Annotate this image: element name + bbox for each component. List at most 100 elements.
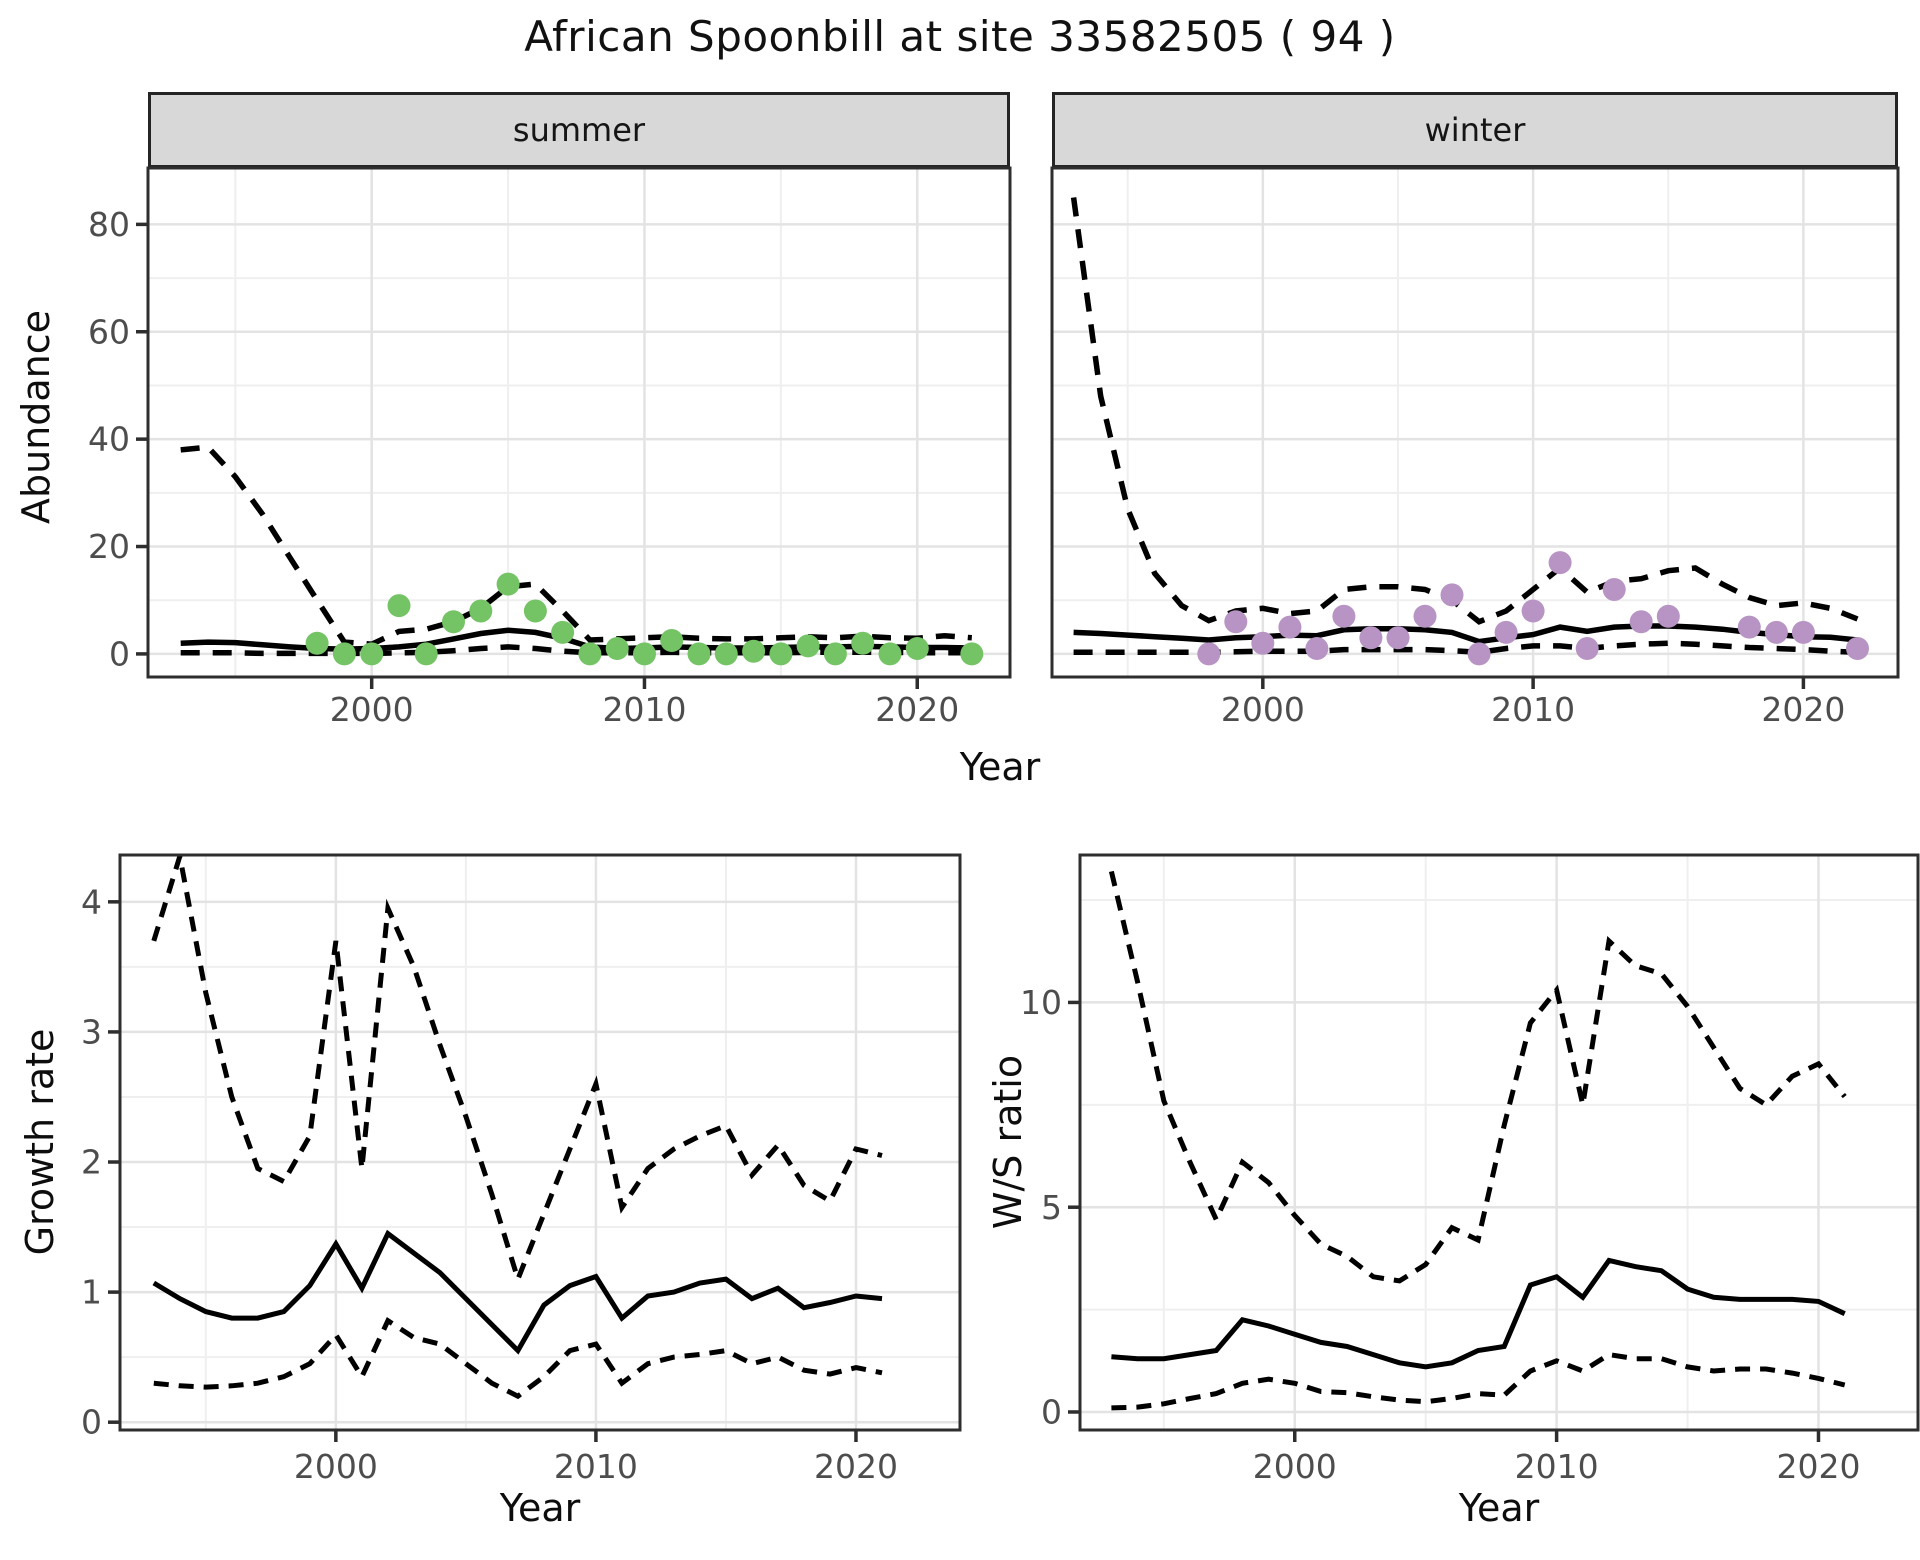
abundance-summer-data-point (523, 599, 547, 623)
abundance-summer-data-point (851, 631, 875, 655)
y-tick-label: 0 (1041, 1393, 1062, 1432)
abundance-winter-data-point (1602, 578, 1626, 601)
panel-border (118, 853, 962, 1432)
ws-ratio-upper_ci-line (1108, 870, 1847, 1284)
page-title: African Spoonbill at site 33582505 ( 94 … (524, 12, 1396, 61)
abundance-summer-data-point (796, 634, 820, 658)
abundance-winter-data-point (1413, 604, 1437, 628)
abundance-winter-data-point (1548, 551, 1572, 575)
x-tick-label: 2010 (1515, 1447, 1599, 1486)
series-group (180, 444, 984, 666)
abundance-winter-data-point (1737, 615, 1761, 639)
abundance-winter-data-point (1386, 626, 1410, 650)
x-tick-label: 2010 (602, 690, 686, 729)
abundance-winter-data-point (1575, 637, 1599, 660)
abundance-winter-median-line (1073, 623, 1858, 645)
abundance-winter-data-point (1251, 631, 1275, 655)
y-axis-title-abundance: Abundance (14, 309, 58, 525)
abundance-winter-data-point (1224, 610, 1248, 634)
abundance-summer-data-point (551, 620, 575, 644)
abundance-summer-data-point (605, 637, 629, 660)
panel-abundance-winter: 2000 2010 2020 (1050, 166, 1900, 729)
y-tick-label: 3 (81, 1012, 102, 1051)
abundance-winter-data-point (1440, 583, 1464, 607)
abundance-winter-data-point (1467, 642, 1491, 666)
abundance-summer-data-point (714, 642, 738, 666)
x-tick-label: 2020 (1776, 1447, 1860, 1486)
facet-strip-winter-label: winter (1424, 111, 1526, 149)
facet-strip-summer: summer (148, 92, 1010, 168)
abundance-winter-data-point (1846, 637, 1869, 660)
y-tick-label: 10 (1020, 983, 1062, 1022)
abundance-summer-data-point (905, 637, 929, 660)
y-tick-label: 60 (88, 312, 130, 351)
x-tick-label: 2000 (1221, 690, 1305, 729)
panel-background (1052, 168, 1898, 677)
panel-background (148, 168, 1010, 677)
y-tick-label: 0 (81, 1403, 102, 1442)
x-tick-label: 2010 (1491, 690, 1575, 729)
abundance-winter-data-point (1332, 604, 1356, 628)
growth-rate-median-line (152, 1229, 883, 1355)
y-tick-label: 40 (88, 420, 130, 459)
abundance-summer-data-point (360, 642, 384, 666)
abundance-summer-data-point (660, 629, 684, 652)
ws-ratio-lower_ci-line (1111, 1351, 1846, 1411)
abundance-winter-data-point (1278, 615, 1302, 639)
x-tick-label: 2000 (1253, 1447, 1337, 1486)
x-tick-label: 2000 (330, 690, 414, 729)
panel-border (1078, 853, 1920, 1432)
panel-growth-rate: 2000 2010 2020 0 1 2 3 4 (81, 853, 962, 1486)
x-tick-label: 2000 (294, 1447, 378, 1486)
panel-border (146, 166, 1012, 679)
y-tick-label: 0 (109, 634, 130, 673)
y-tick-label: 20 (88, 527, 130, 566)
panel-abundance-summer: 2000 2010 2020 0 20 40 60 80 (88, 166, 1012, 729)
abundance-winter-data-point (1656, 604, 1680, 628)
growth-rate-lower_ci-line (153, 1317, 883, 1400)
abundance-summer-data-point (442, 610, 465, 634)
x-axis-title-top: Year (959, 745, 1041, 789)
abundance-summer-data-point (305, 631, 329, 655)
abundance-summer-data-point (769, 642, 793, 666)
series-group (151, 855, 883, 1400)
abundance-winter-data-point (1629, 610, 1653, 634)
abundance-summer-data-point (687, 642, 711, 666)
y-axis-title-growth-rate: Growth rate (18, 1028, 62, 1256)
y-tick-label: 5 (1041, 1188, 1062, 1227)
abundance-summer-data-point (414, 642, 438, 666)
y-axis-title-ws-ratio: W/S ratio (986, 1054, 1030, 1230)
abundance-summer-data-point (823, 642, 847, 666)
x-tick-label: 2010 (554, 1447, 638, 1486)
series-group (1070, 197, 1869, 666)
x-tick-label: 2020 (1761, 690, 1845, 729)
ws-ratio-median-line (1111, 1257, 1846, 1370)
y-tick-label: 2 (81, 1143, 102, 1182)
abundance-summer-data-point (633, 642, 656, 666)
abundance-summer-upper_ci-line (180, 444, 973, 647)
y-tick-label: 80 (88, 205, 130, 244)
abundance-winter-data-point (1359, 626, 1383, 650)
panel-background (120, 855, 960, 1430)
abundance-summer-data-point (387, 594, 411, 618)
facet-strip-winter: winter (1052, 92, 1898, 168)
abundance-winter-data-point (1494, 620, 1518, 644)
abundance-summer-data-point (878, 642, 902, 666)
abundance-summer-data-point (742, 639, 766, 663)
x-tick-label: 2020 (814, 1447, 898, 1486)
x-axis-title-bottom-right: Year (1458, 1486, 1540, 1530)
abundance-summer-data-point (332, 642, 356, 666)
abundance-winter-upper_ci-line (1070, 197, 1859, 625)
abundance-winter-data-point (1197, 642, 1221, 666)
abundance-summer-data-point (496, 572, 520, 596)
abundance-winter-data-point (1791, 620, 1815, 644)
abundance-summer-data-point (960, 642, 984, 666)
growth-rate-upper_ci-line (151, 855, 883, 1287)
facet-strip-summer-label: summer (512, 111, 646, 149)
abundance-summer-data-point (469, 599, 493, 623)
x-tick-label: 2020 (875, 690, 959, 729)
x-axis-title-bottom-left: Year (499, 1486, 581, 1530)
y-tick-label: 4 (81, 882, 102, 921)
series-group (1108, 870, 1847, 1411)
